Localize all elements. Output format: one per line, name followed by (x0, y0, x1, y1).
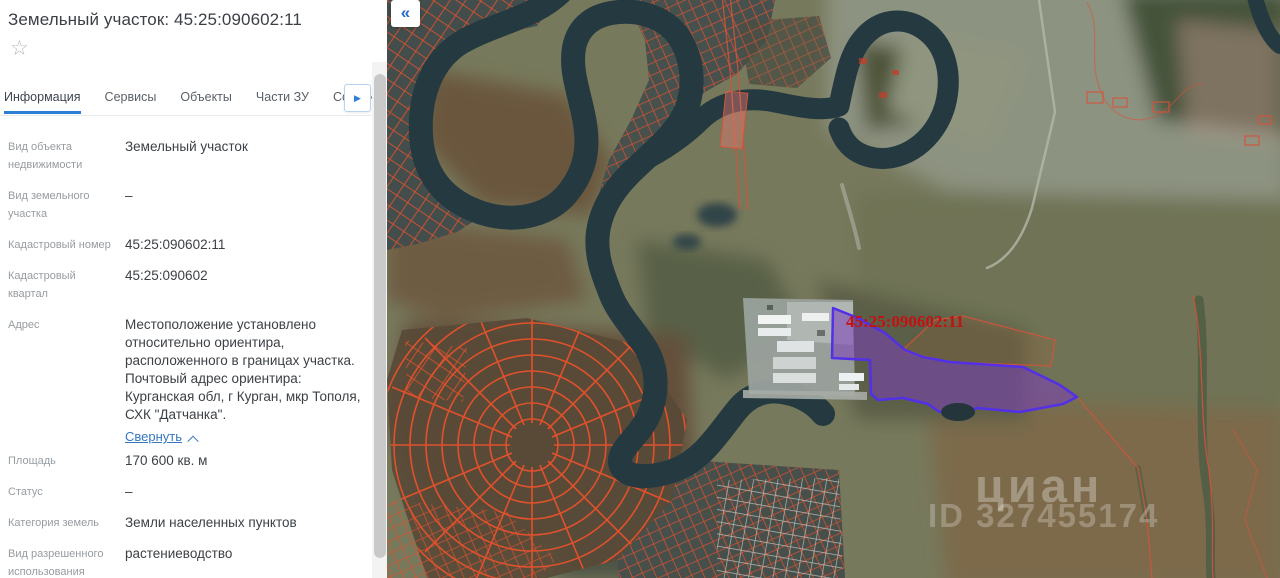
field-row-address: Адрес Местоположение установлено относит… (8, 316, 372, 447)
satellite-map: 45:25:090602:11 циан ID 327455174 (387, 0, 1280, 578)
map-canvas[interactable]: 45:25:090602:11 циан ID 327455174 « (387, 0, 1280, 578)
radial-garden-settlement (387, 318, 687, 578)
pond (941, 403, 975, 421)
bridge (719, 90, 749, 150)
parcel-cadastral-number-label: 45:25:090602:11 (846, 312, 964, 331)
watermark-brand: циан (975, 459, 1103, 512)
chevrons-left-icon: « (400, 3, 411, 22)
field-row: Кадастровый квартал 45:25:090602 (8, 268, 208, 300)
field-row: Категория земель Земли населенных пунктов (8, 515, 297, 530)
tab-services[interactable]: Сервисы (104, 90, 157, 104)
info-panel: Земельный участок: 45:25:090602:11 ☆ Инф… (0, 0, 372, 578)
settlement-grid-northeast-of-bridge (739, 16, 831, 88)
favorite-star-icon[interactable]: ☆ (10, 37, 29, 60)
watermark: циан ID 327455174 (928, 459, 1159, 534)
arrow-right-icon: ▶ (354, 92, 361, 103)
field-row: Статус – (8, 484, 133, 499)
chevron-up-icon (187, 435, 199, 447)
field-row: Кадастровый номер 45:25:090602:11 (8, 237, 226, 252)
field-row: Площадь 170 600 кв. м (8, 453, 208, 468)
page-title: Земельный участок: 45:25:090602:11 (8, 10, 302, 29)
tab-scroll-next-button[interactable]: ▶ (344, 84, 371, 112)
collapse-address-link[interactable]: Свернуть (125, 429, 183, 444)
selected-parcel-highlight[interactable] (830, 306, 1079, 420)
sidebar-collapse-button[interactable]: « (391, 0, 420, 27)
pond (673, 234, 701, 250)
panel-scrollbar[interactable] (372, 62, 387, 578)
attributes-list: Вид объекта недвижимости Земельный участо… (0, 116, 372, 578)
panel-scrollbar-thumb[interactable] (373, 74, 386, 558)
cadastre-boundary-lines (721, 0, 1272, 578)
woodland-red-marks (859, 58, 899, 98)
industrial-facility (743, 298, 867, 400)
tab-parcel-parts[interactable]: Части ЗУ (255, 90, 309, 104)
address-text: Местоположение установлено относительно … (125, 317, 361, 422)
watermark-id: ID 327455174 (928, 497, 1159, 534)
river (408, 0, 1280, 489)
pond (697, 203, 737, 227)
field-row: Вид объекта недвижимости Земельный участо… (8, 139, 248, 171)
tab-information[interactable]: Информация (4, 84, 81, 114)
field-row: Вид земельного участка – (8, 188, 133, 220)
field-row: Вид разрешенного использования растениево… (8, 546, 233, 578)
tab-objects[interactable]: Объекты (180, 90, 232, 104)
